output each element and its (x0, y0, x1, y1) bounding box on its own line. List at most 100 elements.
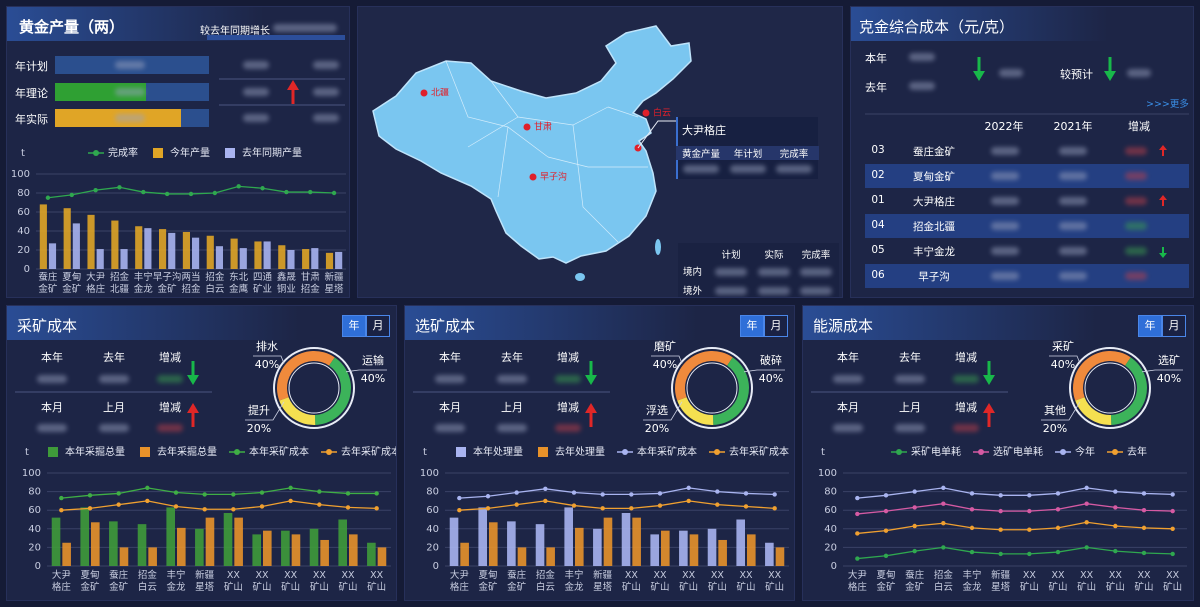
x-tick-label: 夏甸 金矿 (876, 570, 896, 593)
line-point (317, 489, 322, 494)
popup-title: 大尹格庄 (682, 124, 726, 137)
blurred-value (758, 268, 790, 276)
line-point (236, 184, 241, 189)
line-point (164, 191, 170, 197)
blurred-value (313, 114, 339, 122)
blurred-value (1059, 147, 1087, 155)
x-tick-label: XX 矿山 (679, 570, 699, 593)
donut-slice (1073, 351, 1131, 401)
blurred-value (1059, 222, 1087, 230)
toggle[interactable]: 月 (1162, 315, 1186, 337)
y-tick-label: 100 (818, 468, 837, 479)
y-tick-label: 80 (426, 487, 439, 498)
blurred-value (497, 424, 527, 432)
stat-label: 本年 (837, 351, 859, 364)
blurred-value (715, 287, 747, 295)
line-point (259, 504, 265, 509)
donut-slice (279, 397, 316, 425)
trend-arrow-head (1159, 195, 1167, 200)
legend-dot (234, 449, 240, 455)
blurred-value (115, 61, 145, 69)
line-point (1141, 550, 1147, 556)
province-border (467, 116, 519, 148)
line-point (1113, 505, 1118, 510)
pie-leader (245, 401, 285, 421)
y-tick-label: 20 (28, 542, 41, 553)
stat-label: 增减 (159, 401, 181, 414)
line-point (1055, 507, 1061, 512)
trend-arrow-head (983, 375, 995, 385)
pie-value-label: 40% (255, 358, 279, 371)
bar (320, 539, 329, 566)
legend-label: 去年采掘总量 (157, 445, 217, 458)
bar (632, 517, 641, 566)
x-tick-label: 招金 白云 (137, 570, 157, 593)
legend-label: 采矿电单耗 (911, 445, 961, 458)
gold-chart: 0 20 40 60 80 100 t 完成率 今年产量 去年同期产量 (11, 78, 346, 275)
x-tick-label: XX 矿山 (736, 570, 756, 593)
stat-label: 增减 (557, 351, 579, 364)
stat-label: 上月 (501, 401, 523, 414)
bar (546, 547, 555, 566)
toggle[interactable]: 月 (366, 315, 390, 337)
place-label: 甘肃 (534, 121, 552, 133)
line-point (457, 495, 462, 501)
table-header: 2022年 (984, 120, 1024, 133)
bar (765, 542, 774, 566)
donut-inner-rim (686, 362, 738, 414)
toggle-active[interactable]: 年 (342, 315, 366, 337)
bar (109, 521, 118, 566)
bar (159, 229, 167, 269)
toggle[interactable]: 月 (764, 315, 788, 337)
pie-leader (253, 355, 285, 364)
y-tick-label: 60 (824, 505, 837, 516)
x-tick-label: XX 矿山 (338, 570, 358, 593)
blurred-value (1125, 247, 1147, 255)
bar (689, 534, 699, 566)
line-point (141, 189, 146, 195)
blurred-value (99, 375, 129, 383)
bar (62, 542, 71, 566)
mine-name: 丰宁金龙 (913, 246, 955, 258)
bar (182, 231, 190, 269)
line-point (969, 525, 975, 531)
summary-header: 计划 (721, 250, 741, 261)
province-border (547, 156, 648, 168)
legend-dot (978, 449, 984, 455)
pie-label: 选矿 (1158, 354, 1180, 367)
trend-arrow-head (187, 375, 199, 385)
compare-label: 较预计 (1060, 68, 1093, 81)
legend-label: 今年产量 (170, 146, 210, 159)
pie-leader (651, 355, 683, 364)
more-link[interactable]: >>>更多 (1146, 99, 1189, 110)
toggle-active[interactable]: 年 (1138, 315, 1162, 337)
rank: 05 (871, 244, 885, 256)
line-point (743, 504, 749, 509)
line-point (657, 491, 663, 496)
x-tick-label: XX 矿山 (707, 570, 727, 593)
line-point (855, 511, 860, 517)
y-tick-label: 100 (22, 468, 41, 479)
blurred-value (435, 375, 465, 383)
y-tick-label: 80 (17, 188, 30, 199)
line-point (1141, 508, 1147, 513)
blurred-value (833, 375, 863, 383)
line-point (374, 491, 379, 496)
bar (747, 534, 756, 566)
blurred-value (1125, 147, 1147, 155)
line-point (941, 485, 946, 491)
blurred-value (991, 147, 1019, 155)
bar (63, 208, 71, 269)
legend-swatch (48, 447, 58, 457)
y-tick-label: 80 (28, 487, 41, 498)
panel-title: 克金综合成本（元/克） (859, 18, 1015, 36)
toggle-active[interactable]: 年 (740, 315, 764, 337)
y-axis-label: t (21, 148, 25, 159)
legend-label: 本年采矿成本 (249, 445, 309, 458)
pie-value-label: 20% (645, 422, 669, 435)
china-map (372, 25, 692, 264)
donut-rim (671, 347, 753, 429)
y-axis-label: t (821, 447, 825, 458)
place-label: 北疆 (431, 88, 449, 99)
blurred-value (555, 424, 581, 432)
